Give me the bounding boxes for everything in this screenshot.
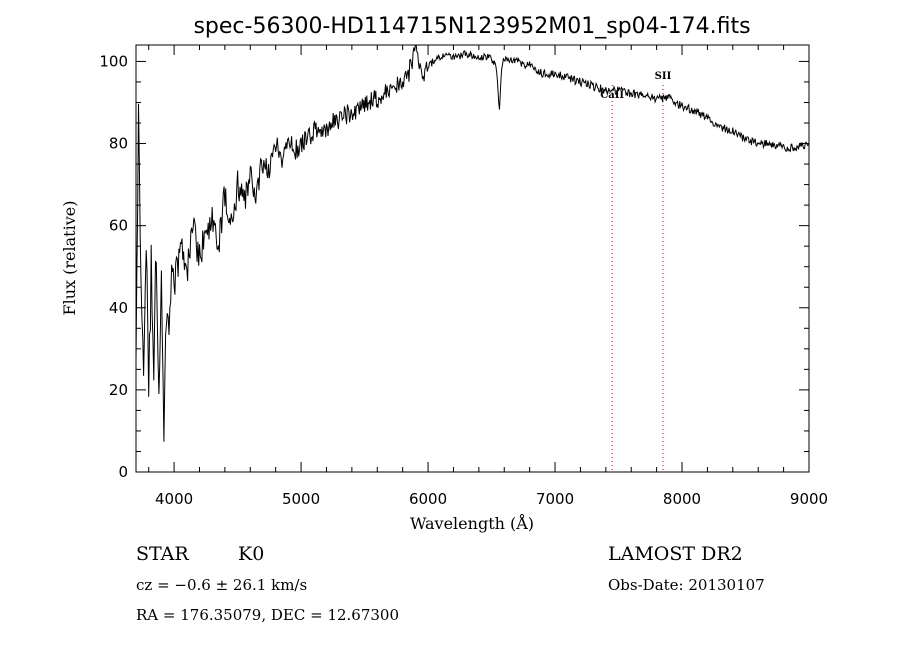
y-axis: 0 20 40 60 80 100 [99,52,809,481]
x-tick-label: 7000 [536,490,574,508]
line-annotation-label: CaII [600,90,624,101]
y-tick-label: 0 [118,463,128,481]
survey-label: LAMOST DR2 [608,543,743,565]
x-tick-label: 6000 [409,490,447,508]
x-tick-label: 4000 [155,490,193,508]
y-axis-label: Flux (relative) [60,201,79,316]
y-tick-label: 80 [109,135,128,153]
coordinates-text: RA = 176.35079, DEC = 12.67300 [136,606,399,624]
marker-lines [611,85,664,472]
y-tick-label: 100 [99,52,128,70]
x-tick-label: 9000 [790,490,828,508]
x-tick-label: 8000 [663,490,701,508]
spectrum-series-line [135,44,810,442]
line-annotations: CaII SII [600,71,671,101]
redshift-text: cz = −0.6 ± 26.1 km/s [136,576,307,594]
object-class: STAR [136,543,189,565]
line-annotation-label: SII [655,71,672,82]
obs-date-text: Obs-Date: 20130107 [608,576,765,594]
x-axis-label: Wavelength (Å) [410,513,534,533]
object-subclass: K0 [238,543,264,565]
y-tick-label: 40 [109,299,128,317]
plot-frame [135,44,810,473]
x-tick-label: 5000 [282,490,320,508]
y-tick-label: 20 [109,381,128,399]
y-tick-label: 60 [109,217,128,235]
chart-title: spec-56300-HD114715N123952M01_sp04-174.f… [193,14,750,39]
x-axis: 4000 5000 6000 7000 8000 9000 [148,45,828,508]
